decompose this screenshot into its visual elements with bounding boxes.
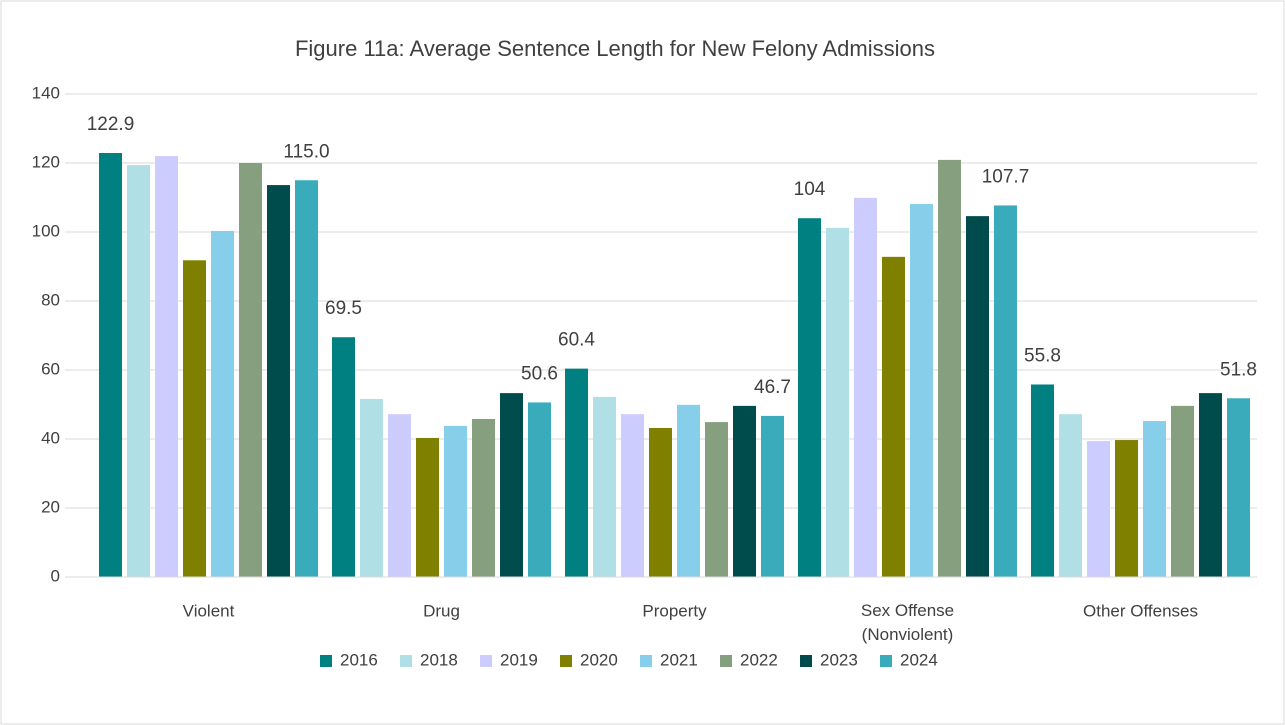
data-label: 107.7 (982, 166, 1030, 187)
bar (360, 398, 383, 577)
legend-swatch (880, 655, 892, 667)
bar (882, 256, 905, 577)
bar (472, 418, 495, 577)
bar (211, 230, 234, 577)
legend-label: 2022 (740, 650, 778, 669)
x-tick-label: Violent (183, 601, 235, 620)
legend-label: 2020 (580, 650, 618, 669)
data-label: 115.0 (283, 141, 329, 162)
legend-swatch (640, 655, 652, 667)
legend-label: 2019 (500, 650, 538, 669)
bar (798, 218, 821, 577)
legend-label: 2016 (340, 650, 378, 669)
bar (593, 396, 616, 577)
y-tick-label: 40 (41, 428, 60, 447)
bar (1087, 441, 1110, 577)
bar (910, 204, 933, 577)
bar (155, 156, 178, 577)
data-label: 51.8 (1220, 359, 1257, 380)
bar (444, 425, 467, 577)
bar (621, 414, 644, 577)
y-tick-label: 20 (41, 497, 60, 516)
bar (1143, 421, 1166, 577)
legend-swatch (800, 655, 812, 667)
bar (565, 368, 588, 577)
bar (966, 216, 989, 577)
data-label: 122.9 (87, 114, 135, 135)
bar (677, 404, 700, 577)
y-tick-label: 120 (32, 152, 60, 171)
bar (705, 422, 728, 577)
legend-swatch (560, 655, 572, 667)
bar (1031, 384, 1054, 577)
bar (1115, 440, 1138, 577)
bar (649, 427, 672, 577)
bar (239, 163, 262, 577)
legend-swatch (720, 655, 732, 667)
bar (332, 337, 355, 577)
data-label: 55.8 (1024, 346, 1061, 367)
bar (99, 152, 122, 577)
bar (826, 227, 849, 578)
chart-title: Figure 11a: Average Sentence Length for … (295, 36, 935, 61)
bar (761, 415, 784, 577)
y-tick-label: 100 (32, 221, 60, 240)
y-tick-label: 80 (41, 290, 60, 309)
bar (1059, 414, 1082, 577)
x-tick-label: Property (642, 601, 707, 620)
bar (938, 159, 961, 577)
bar (388, 414, 411, 577)
x-tick-label: Sex Offense (Nonviolent) (861, 601, 954, 644)
data-label: 60.4 (558, 330, 595, 351)
bar (267, 185, 290, 577)
x-tick-label: Drug (423, 601, 460, 620)
bar (183, 260, 206, 577)
y-tick-label: 60 (41, 359, 60, 378)
bar (295, 180, 318, 577)
legend-swatch (320, 655, 332, 667)
bar (854, 197, 877, 577)
bar (994, 205, 1017, 577)
data-label: 104 (794, 179, 826, 200)
legend-label: 2024 (900, 650, 938, 669)
bar (528, 402, 551, 577)
legend-swatch (480, 655, 492, 667)
bar (1171, 405, 1194, 577)
legend-swatch (400, 655, 412, 667)
legend-label: 2023 (820, 650, 858, 669)
data-label: 69.5 (325, 298, 362, 319)
y-tick-label: 140 (32, 83, 60, 102)
bar (733, 405, 756, 577)
data-label: 46.7 (754, 377, 791, 398)
legend-label: 2018 (420, 650, 458, 669)
bar (416, 437, 439, 577)
bar (1227, 398, 1250, 577)
legend-label: 2021 (660, 650, 698, 669)
data-label: 50.6 (521, 363, 558, 384)
bar (127, 165, 150, 577)
bar (500, 393, 523, 577)
x-tick-label: Other Offenses (1083, 601, 1198, 620)
bar (1199, 393, 1222, 577)
y-tick-label: 0 (51, 566, 60, 585)
